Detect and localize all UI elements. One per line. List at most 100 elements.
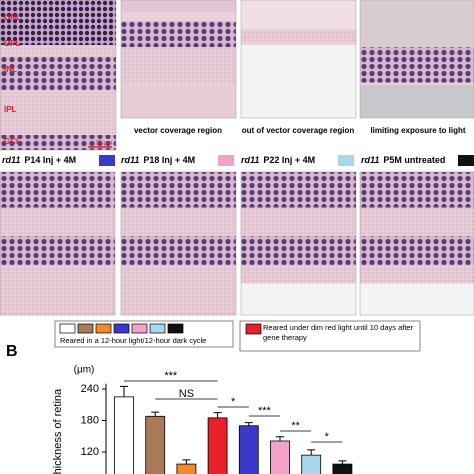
cell-layer <box>0 172 115 208</box>
error-bar <box>276 436 284 441</box>
cell-layer <box>121 207 236 237</box>
caption: vector coverage region <box>134 126 222 135</box>
cell-layer <box>360 236 474 265</box>
y-tick-label: 120 <box>81 446 99 458</box>
cell-layer <box>121 0 236 12</box>
legend-swatch <box>95 323 112 334</box>
bar <box>332 463 353 474</box>
legend-text: Reared under dim red light until 10 days… <box>263 323 414 342</box>
y-tick-label: 180 <box>81 414 99 426</box>
micrograph <box>120 171 237 316</box>
condition: P14 Inj + 4M <box>24 155 76 165</box>
legend-swatch <box>131 323 148 334</box>
blank <box>360 283 474 315</box>
cell-layer <box>0 45 116 57</box>
legend-swatch <box>167 323 184 334</box>
micrograph <box>240 0 357 119</box>
strain: rd11 <box>241 155 259 165</box>
cell-layer <box>360 0 474 48</box>
color-key <box>99 155 115 166</box>
micrograph <box>240 171 357 316</box>
y-label: Thickness of retina <box>52 388 64 474</box>
micrograph <box>0 0 117 151</box>
condition: P18 Inj + 4M <box>143 155 195 165</box>
row-label: rd11 P5M untreated <box>361 155 445 165</box>
cell-layer <box>241 236 356 265</box>
layer-label: IPL <box>4 105 17 114</box>
cell-layer <box>121 236 236 265</box>
frame <box>359 171 474 316</box>
bar <box>301 454 322 474</box>
error-bar <box>244 422 253 426</box>
legend-swatch <box>59 323 76 334</box>
layer-label: OPL <box>4 39 21 48</box>
frame <box>240 171 357 316</box>
cell-layer <box>0 207 115 237</box>
condition: P5M untreated <box>383 155 445 165</box>
legend-text: Reared in a 12-hour light/12-hour dark c… <box>60 336 206 345</box>
strain: rd11 <box>121 155 139 165</box>
cell-layer <box>241 207 356 237</box>
cell-layer <box>0 264 115 315</box>
legend-swatch <box>113 323 130 334</box>
cell-layer <box>121 21 236 48</box>
y-unit: (μm) <box>74 365 95 376</box>
error-bar <box>338 460 347 465</box>
error-bar <box>151 411 160 417</box>
layer-label: INL <box>4 65 17 74</box>
cell-layer <box>241 0 356 30</box>
strain: rd11 <box>361 155 379 165</box>
error-bar <box>182 459 191 465</box>
blank <box>241 283 356 315</box>
error-bar <box>213 412 222 418</box>
caption: out of vector coverage region <box>242 126 355 135</box>
legend-box <box>54 320 234 348</box>
bar <box>145 415 166 474</box>
micrograph <box>359 171 474 316</box>
cell-layer <box>241 29 356 42</box>
cell-layer <box>0 236 115 265</box>
micrograph <box>359 0 474 119</box>
cell-layer <box>0 0 116 45</box>
sig-label: NS <box>179 388 194 400</box>
cell-layer <box>360 172 474 208</box>
cell-layer <box>121 264 236 315</box>
blank <box>360 84 474 118</box>
frame <box>0 0 117 151</box>
micrographs <box>0 0 474 316</box>
blank <box>241 44 356 119</box>
cell-layer <box>241 172 356 208</box>
color-key <box>218 155 234 166</box>
frame <box>0 171 116 316</box>
micrograph <box>120 0 237 119</box>
cell-layer <box>360 47 474 83</box>
legend-swatch <box>149 323 166 334</box>
bar <box>270 440 290 474</box>
sig-label: ** <box>291 420 300 432</box>
cell-layer <box>0 90 116 135</box>
legend-swatch <box>77 323 94 334</box>
row-label: rd11 P18 Inj + 4M <box>121 155 195 165</box>
panel-label: B <box>6 343 18 360</box>
legend-swatch <box>245 323 262 335</box>
bar <box>238 425 259 474</box>
row-label: rd11 P14 Inj + 4M <box>2 155 76 165</box>
sig-label: *** <box>164 370 178 382</box>
color-key <box>338 155 354 166</box>
micrograph <box>0 171 116 316</box>
layer-label: GCL <box>4 137 21 146</box>
cell-layer <box>360 207 474 237</box>
legend-wrap: Reared under dim red light until 10 days… <box>263 323 414 342</box>
sig-label: * <box>231 396 236 408</box>
caption: limiting exposure to light <box>370 126 465 135</box>
error-bar <box>120 385 128 397</box>
strain: rd11 <box>2 155 20 165</box>
color-key <box>458 155 474 166</box>
scale-bar-label: 25 μm <box>95 141 112 147</box>
frame <box>359 0 474 119</box>
y-tick-label: 240 <box>81 383 99 395</box>
condition: P22 Inj + 4M <box>263 155 315 165</box>
cell-layer <box>121 47 236 83</box>
